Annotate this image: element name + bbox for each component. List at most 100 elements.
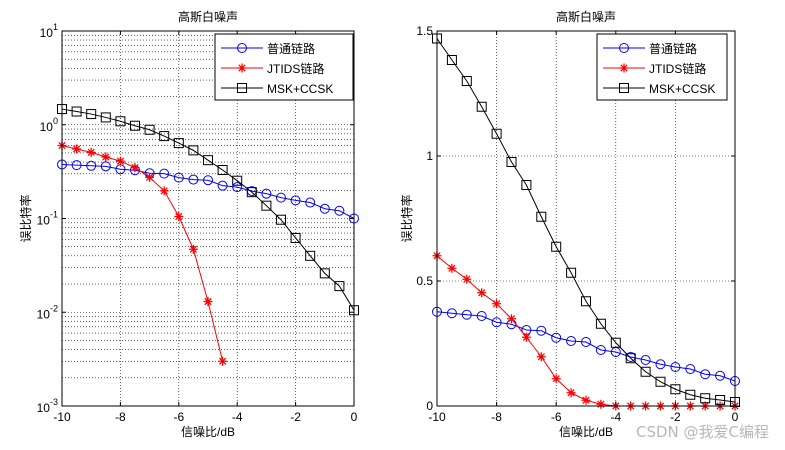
data-point-square xyxy=(715,395,726,405)
data-point-star xyxy=(536,352,546,362)
y-tick-label: 0 xyxy=(426,399,433,413)
y-tick-label: 10-1 xyxy=(37,210,58,228)
data-point-star xyxy=(521,332,531,342)
chart-1: -10 -8 -6 -4 -2 010-310-210-1100101高斯白噪声信噪比/d… xyxy=(18,9,359,439)
data-point-square xyxy=(491,128,502,139)
data-point-circle xyxy=(276,192,286,203)
data-point-circle xyxy=(173,172,184,183)
legend-label: 普通链路 xyxy=(649,41,697,56)
data-point-circle xyxy=(159,168,170,179)
data-point-square xyxy=(115,116,126,127)
x-tick-label: -4 xyxy=(232,410,243,424)
data-point-circle xyxy=(595,345,606,355)
y-tick-base: 10 xyxy=(37,214,51,228)
legend-label: JTIDS链路 xyxy=(267,61,324,76)
data-point-square xyxy=(685,389,696,400)
series-star xyxy=(57,140,228,366)
x-tick-label: -2 xyxy=(670,410,681,424)
data-point-square xyxy=(625,353,636,364)
data-point-star xyxy=(507,314,516,324)
data-point-star xyxy=(237,63,247,73)
series-square xyxy=(57,104,359,316)
data-point-circle xyxy=(305,197,316,208)
data-point-square xyxy=(159,131,170,142)
data-point-square xyxy=(670,384,681,395)
data-point-circle xyxy=(536,325,547,336)
data-point-star xyxy=(619,63,629,73)
series-line xyxy=(436,311,736,382)
x-tick-label: -8 xyxy=(115,410,126,424)
legend: 普通链路 JTIDS链路 MSK+CCSK xyxy=(214,33,354,101)
data-point-square xyxy=(290,232,301,243)
data-point-star xyxy=(159,186,169,196)
y-tick-base: 10 xyxy=(37,307,51,321)
data-point-star xyxy=(462,274,472,284)
y-tick-label: 101 xyxy=(40,22,58,40)
data-point-circle xyxy=(261,188,272,199)
legend: 普通链路 JTIDS链路 MSK+CCSK xyxy=(596,33,728,101)
y-tick-base: 10 xyxy=(40,120,54,134)
x-tick-label: -6 xyxy=(551,410,562,424)
data-point-circle xyxy=(715,370,726,381)
y-tick-label: 10-2 xyxy=(37,303,58,321)
y-tick-label: 100 xyxy=(40,116,58,134)
y-tick-exponent: 1 xyxy=(53,22,58,32)
legend-label: 普通链路 xyxy=(267,41,315,56)
data-point-circle xyxy=(566,336,577,346)
data-point-circle xyxy=(86,160,97,171)
y-axis-label: 误比特率 xyxy=(399,194,414,242)
data-point-circle xyxy=(655,359,666,370)
y-tick-label: 1 xyxy=(426,149,433,163)
x-tick-label: 0 xyxy=(351,410,358,424)
data-point-star xyxy=(72,144,82,154)
data-point-circle xyxy=(670,362,681,372)
data-point-circle xyxy=(581,337,591,347)
series-square xyxy=(432,33,740,407)
y-tick-exponent: -3 xyxy=(50,397,58,407)
legend-item: 普通链路 xyxy=(221,41,315,56)
data-point-square xyxy=(476,101,487,112)
data-point-square xyxy=(640,366,651,377)
data-point-square xyxy=(581,296,591,307)
data-point-circle xyxy=(476,311,487,321)
data-point-square xyxy=(130,120,140,131)
y-axis-label: 误比特率 xyxy=(18,194,33,242)
legend-item: JTIDS链路 xyxy=(603,61,706,76)
data-point-square xyxy=(595,318,606,329)
data-point-star xyxy=(86,147,96,157)
legend-item: MSK+CCSK xyxy=(221,82,333,96)
data-point-square xyxy=(619,83,629,93)
data-point-square xyxy=(506,157,517,167)
data-point-star xyxy=(551,374,561,384)
data-point-square xyxy=(188,145,199,156)
data-point-circle xyxy=(461,309,472,320)
data-point-star xyxy=(130,163,140,173)
data-point-circle xyxy=(700,369,711,380)
data-point-square xyxy=(237,83,247,93)
legend-item: 普通链路 xyxy=(603,41,697,56)
x-tick-label: -10 xyxy=(53,410,71,424)
data-point-circle xyxy=(491,317,502,328)
data-point-square xyxy=(700,393,711,404)
x-tick-label: 0 xyxy=(732,410,739,424)
grid xyxy=(437,31,735,406)
data-point-square xyxy=(203,155,213,166)
data-point-star xyxy=(174,212,184,222)
data-point-square xyxy=(610,337,621,348)
data-point-star xyxy=(596,399,606,409)
data-point-star xyxy=(203,297,213,307)
data-point-circle xyxy=(290,195,301,206)
data-point-star xyxy=(447,263,457,273)
data-point-square xyxy=(446,55,457,65)
data-point-circle xyxy=(232,182,243,193)
data-point-star xyxy=(477,288,487,298)
y-tick-base: 10 xyxy=(40,26,54,40)
data-point-circle xyxy=(685,364,696,374)
data-point-star xyxy=(218,356,228,366)
x-tick-label: -10 xyxy=(428,410,446,424)
data-point-circle xyxy=(640,355,651,365)
data-point-star xyxy=(566,388,576,398)
data-point-square xyxy=(232,175,243,186)
